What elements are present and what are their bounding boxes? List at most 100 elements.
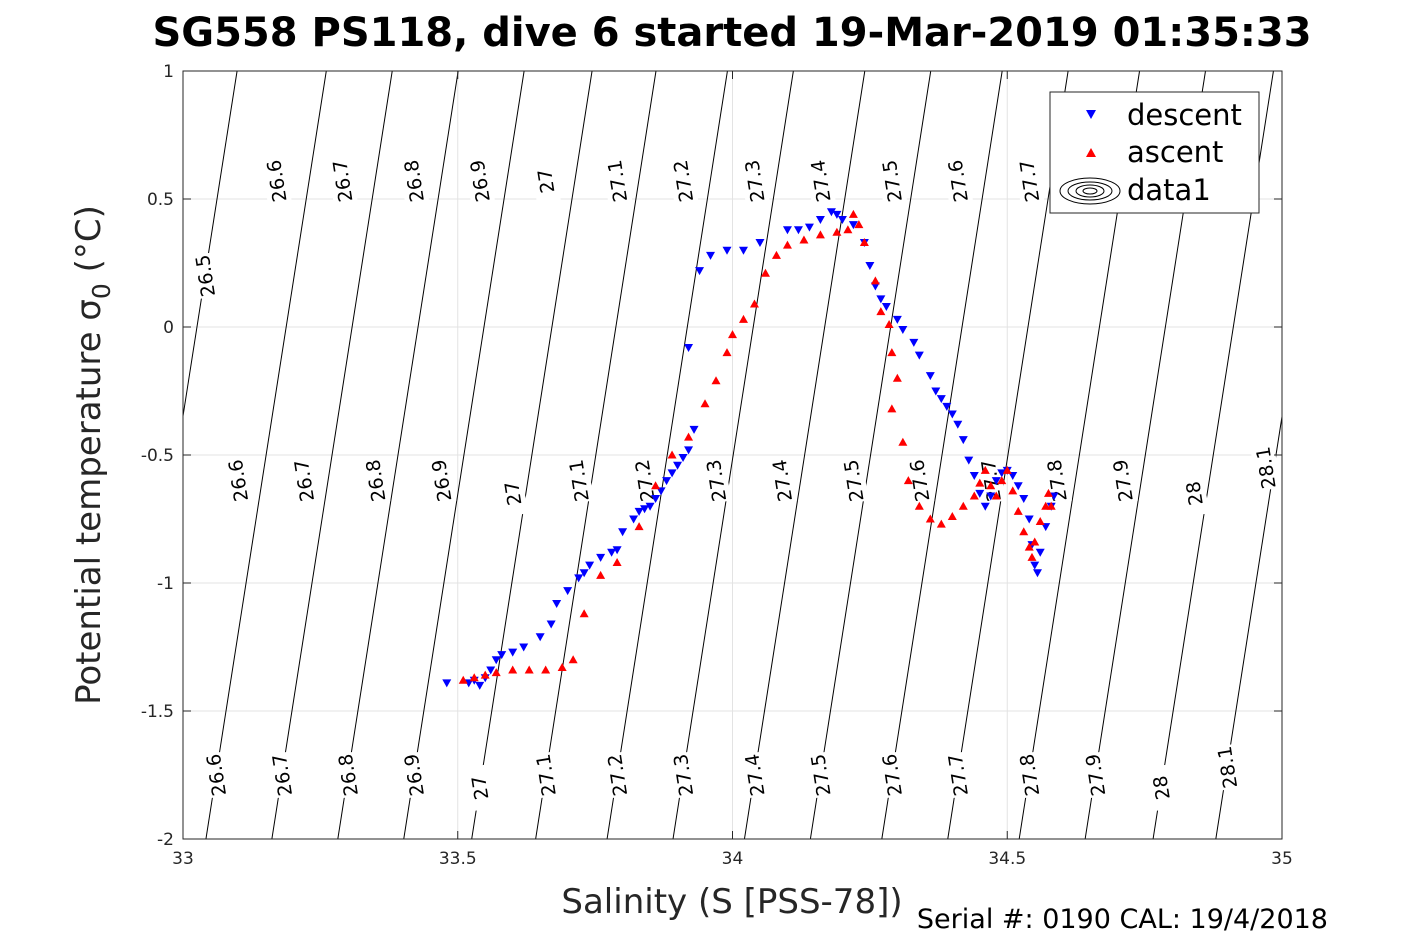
ascent-point	[782, 240, 792, 249]
ascent-point	[568, 655, 578, 664]
contour-label-bg	[739, 157, 770, 205]
descent-point	[634, 507, 644, 516]
density-contour-line	[271, 71, 393, 839]
contour-label-bg	[975, 457, 1007, 505]
descent-point	[848, 221, 858, 230]
ascent-point	[480, 670, 490, 679]
x-tick-label: 34	[722, 849, 744, 869]
descent-point	[793, 226, 803, 235]
contour-label-bg	[426, 457, 457, 505]
ascent-point	[876, 307, 886, 316]
density-contour-line	[743, 71, 866, 839]
contour-label-bg	[1145, 764, 1177, 812]
y-tick-label: -1.5	[141, 702, 174, 722]
descent-point	[1041, 523, 1051, 532]
contour-label-bg	[629, 457, 660, 505]
ascent-point	[524, 665, 534, 674]
y-tick-label: 0.5	[147, 190, 174, 210]
ascent-point	[925, 514, 935, 523]
descent-point	[645, 502, 655, 511]
y-axis-label-subscript: 0	[87, 283, 116, 299]
x-tick-label: 35	[1271, 849, 1293, 869]
descent-point	[596, 553, 606, 562]
ascent-point	[700, 399, 710, 408]
data-series	[442, 208, 1059, 690]
descent-point	[579, 569, 589, 578]
contour-label-bg	[261, 157, 292, 205]
ascent-point	[749, 299, 759, 308]
legend-label-descent: descent	[1127, 98, 1242, 132]
contour-label-bg	[601, 157, 633, 205]
contour-label-bg	[876, 751, 908, 799]
density-contour-line	[809, 71, 932, 839]
legend-label-data1: data1	[1127, 173, 1211, 207]
descent-point	[519, 643, 529, 652]
ascent-point	[634, 522, 644, 531]
contour-label-bg	[766, 457, 798, 505]
descent-point	[914, 351, 924, 360]
contour-label-bg	[189, 252, 221, 300]
descent-point	[975, 489, 985, 498]
descent-point	[629, 515, 639, 524]
contour-label-bg	[942, 157, 974, 205]
descent-point	[991, 477, 1001, 486]
density-contour-line	[672, 71, 794, 839]
contour-label-bg	[838, 457, 869, 505]
descent-point	[585, 561, 595, 570]
ascent-point	[815, 230, 825, 239]
descent-point	[969, 471, 979, 480]
ascent-point	[832, 227, 842, 236]
ascent-point	[898, 437, 908, 446]
density-contour-labels: 26.6 26.7 26.8 26.9 27 27.1 27.2 27.3 27.4 27.5 27…	[189, 157, 1281, 812]
descent-point	[1013, 482, 1023, 491]
y-tick-label: -2	[157, 830, 174, 850]
contour-label-bg	[739, 751, 770, 799]
descent-point	[673, 461, 683, 470]
descent-point	[563, 587, 573, 596]
ascent-point	[738, 314, 748, 323]
descent-point	[826, 208, 836, 217]
ascent-point	[491, 668, 501, 677]
ascent-point	[997, 476, 1007, 485]
descent-point	[535, 633, 545, 642]
x-tick-label: 33.5	[439, 849, 477, 869]
ascent-point	[651, 481, 661, 490]
ascent-point	[1030, 537, 1040, 546]
y-axis-label-units: (°C)	[69, 205, 109, 283]
descent-point	[997, 469, 1007, 478]
contour-label-bg	[288, 457, 320, 505]
ascent-point	[1046, 501, 1056, 510]
descent-point	[1008, 471, 1018, 480]
descent-point	[508, 648, 518, 657]
contour-label-bg	[942, 751, 974, 799]
descent-point	[722, 246, 732, 255]
contour-label-bg	[464, 157, 495, 205]
density-contour-line	[337, 71, 459, 839]
descent-point	[612, 546, 622, 555]
density-contour-line	[535, 71, 657, 839]
y-tick-label: 0	[163, 318, 174, 338]
contour-label-bg	[222, 457, 254, 505]
descent-point	[552, 599, 562, 608]
contour-label-bg	[1211, 743, 1243, 791]
y-tick-label: -0.5	[141, 446, 174, 466]
density-contour-line	[205, 71, 327, 839]
contour-label-bg	[601, 751, 633, 799]
series-ascent	[458, 209, 1056, 684]
ascent-point	[991, 491, 1001, 500]
chart-title: SG558 PS118, dive 6 started 19-Mar-2019 …	[152, 10, 1311, 56]
descent-point	[684, 446, 694, 455]
contour-label-bg	[1107, 457, 1138, 505]
descent-point	[832, 210, 842, 219]
descent-point	[662, 477, 672, 486]
ascent-point	[1002, 465, 1012, 474]
ascent-point	[579, 609, 589, 618]
ascent-point	[1008, 486, 1018, 495]
ascent-point	[771, 250, 781, 259]
ascent-point	[722, 348, 732, 357]
ascent-point	[980, 465, 990, 474]
ascent-point	[1019, 527, 1029, 536]
ascent-point	[508, 665, 518, 674]
ascent-point	[799, 235, 809, 244]
descent-point	[804, 223, 814, 232]
